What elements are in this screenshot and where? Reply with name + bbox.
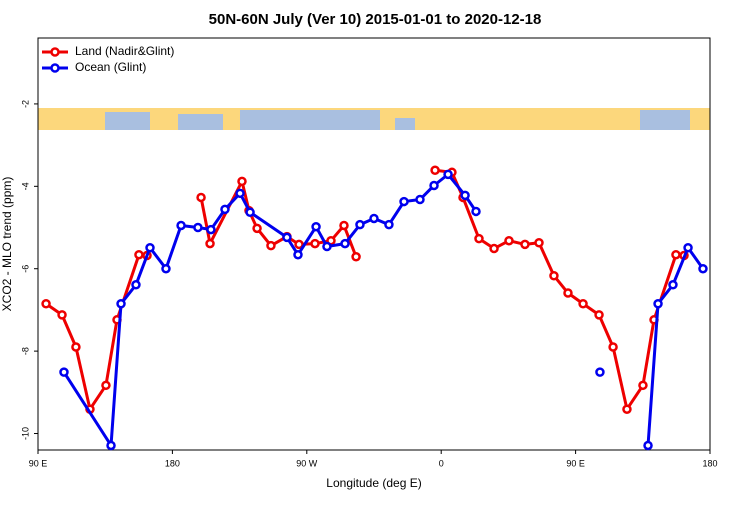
point (608, 342, 618, 352)
point (683, 242, 693, 253)
series-line (45, 168, 685, 411)
point (429, 180, 439, 191)
point (504, 235, 514, 246)
point (294, 239, 304, 250)
point (176, 220, 186, 231)
point (282, 232, 292, 243)
point (193, 222, 203, 233)
point (252, 223, 262, 234)
point (443, 169, 453, 180)
x-tick-label: 90 W (296, 458, 318, 468)
legend-marker (50, 63, 60, 73)
point (369, 213, 379, 224)
point (384, 219, 394, 230)
point (578, 298, 588, 309)
legend-marker (50, 47, 60, 57)
y-tick-label: -6 (20, 265, 30, 273)
point (460, 190, 470, 201)
x-tick-label: 90 E (29, 458, 48, 468)
y-tick-label: -2 (20, 100, 30, 108)
point (399, 196, 409, 207)
point (116, 298, 126, 309)
point (71, 342, 81, 352)
point (474, 233, 484, 244)
point (134, 249, 144, 260)
x-axis-label: Longitude (deg E) (326, 476, 421, 490)
map-strip (38, 108, 710, 130)
point (220, 204, 230, 215)
point (101, 380, 111, 391)
point (355, 219, 365, 230)
point (322, 241, 332, 252)
point (235, 188, 245, 199)
x-tick-label: 90 E (566, 458, 585, 468)
point (520, 239, 530, 250)
point (489, 243, 499, 254)
point (643, 440, 653, 451)
point (161, 263, 171, 274)
point (41, 298, 51, 309)
legend-label: Land (Nadir&Glint) (75, 44, 174, 58)
point (622, 404, 632, 414)
point (351, 252, 361, 262)
point (415, 194, 425, 205)
point (430, 165, 440, 176)
point (668, 280, 678, 290)
point (339, 220, 349, 231)
point (563, 288, 573, 298)
point (595, 367, 605, 377)
chart-title: 50N-60N July (Ver 10) 2015-01-01 to 2020… (209, 11, 542, 28)
x-tick-label: 0 (439, 458, 444, 468)
point (293, 249, 303, 260)
y-tick-label: -4 (20, 182, 30, 190)
point (311, 221, 321, 232)
point (698, 263, 708, 274)
point (340, 238, 350, 249)
point (205, 238, 215, 249)
point (206, 224, 216, 235)
plot-frame (37, 37, 711, 451)
point (106, 440, 116, 451)
point (237, 176, 247, 187)
point (594, 310, 604, 320)
series-line (62, 172, 705, 447)
point (671, 249, 681, 260)
x-tick-label: 180 (165, 458, 180, 468)
x-tick-label: 180 (702, 458, 717, 468)
y-tick-label: -10 (20, 427, 30, 440)
point (653, 298, 663, 309)
point (245, 207, 255, 218)
point (310, 238, 320, 249)
y-tick-label: -8 (20, 347, 30, 355)
point (57, 310, 67, 320)
point (266, 240, 276, 251)
y-axis-label: XCO2 - MLO trend (ppm) (0, 177, 14, 312)
point (196, 192, 206, 203)
point (638, 380, 648, 391)
point (471, 206, 481, 217)
point (59, 367, 69, 377)
point (145, 242, 155, 253)
point (549, 270, 559, 281)
legend-label: Ocean (Glint) (75, 60, 146, 74)
point (534, 238, 544, 248)
point (131, 280, 141, 290)
